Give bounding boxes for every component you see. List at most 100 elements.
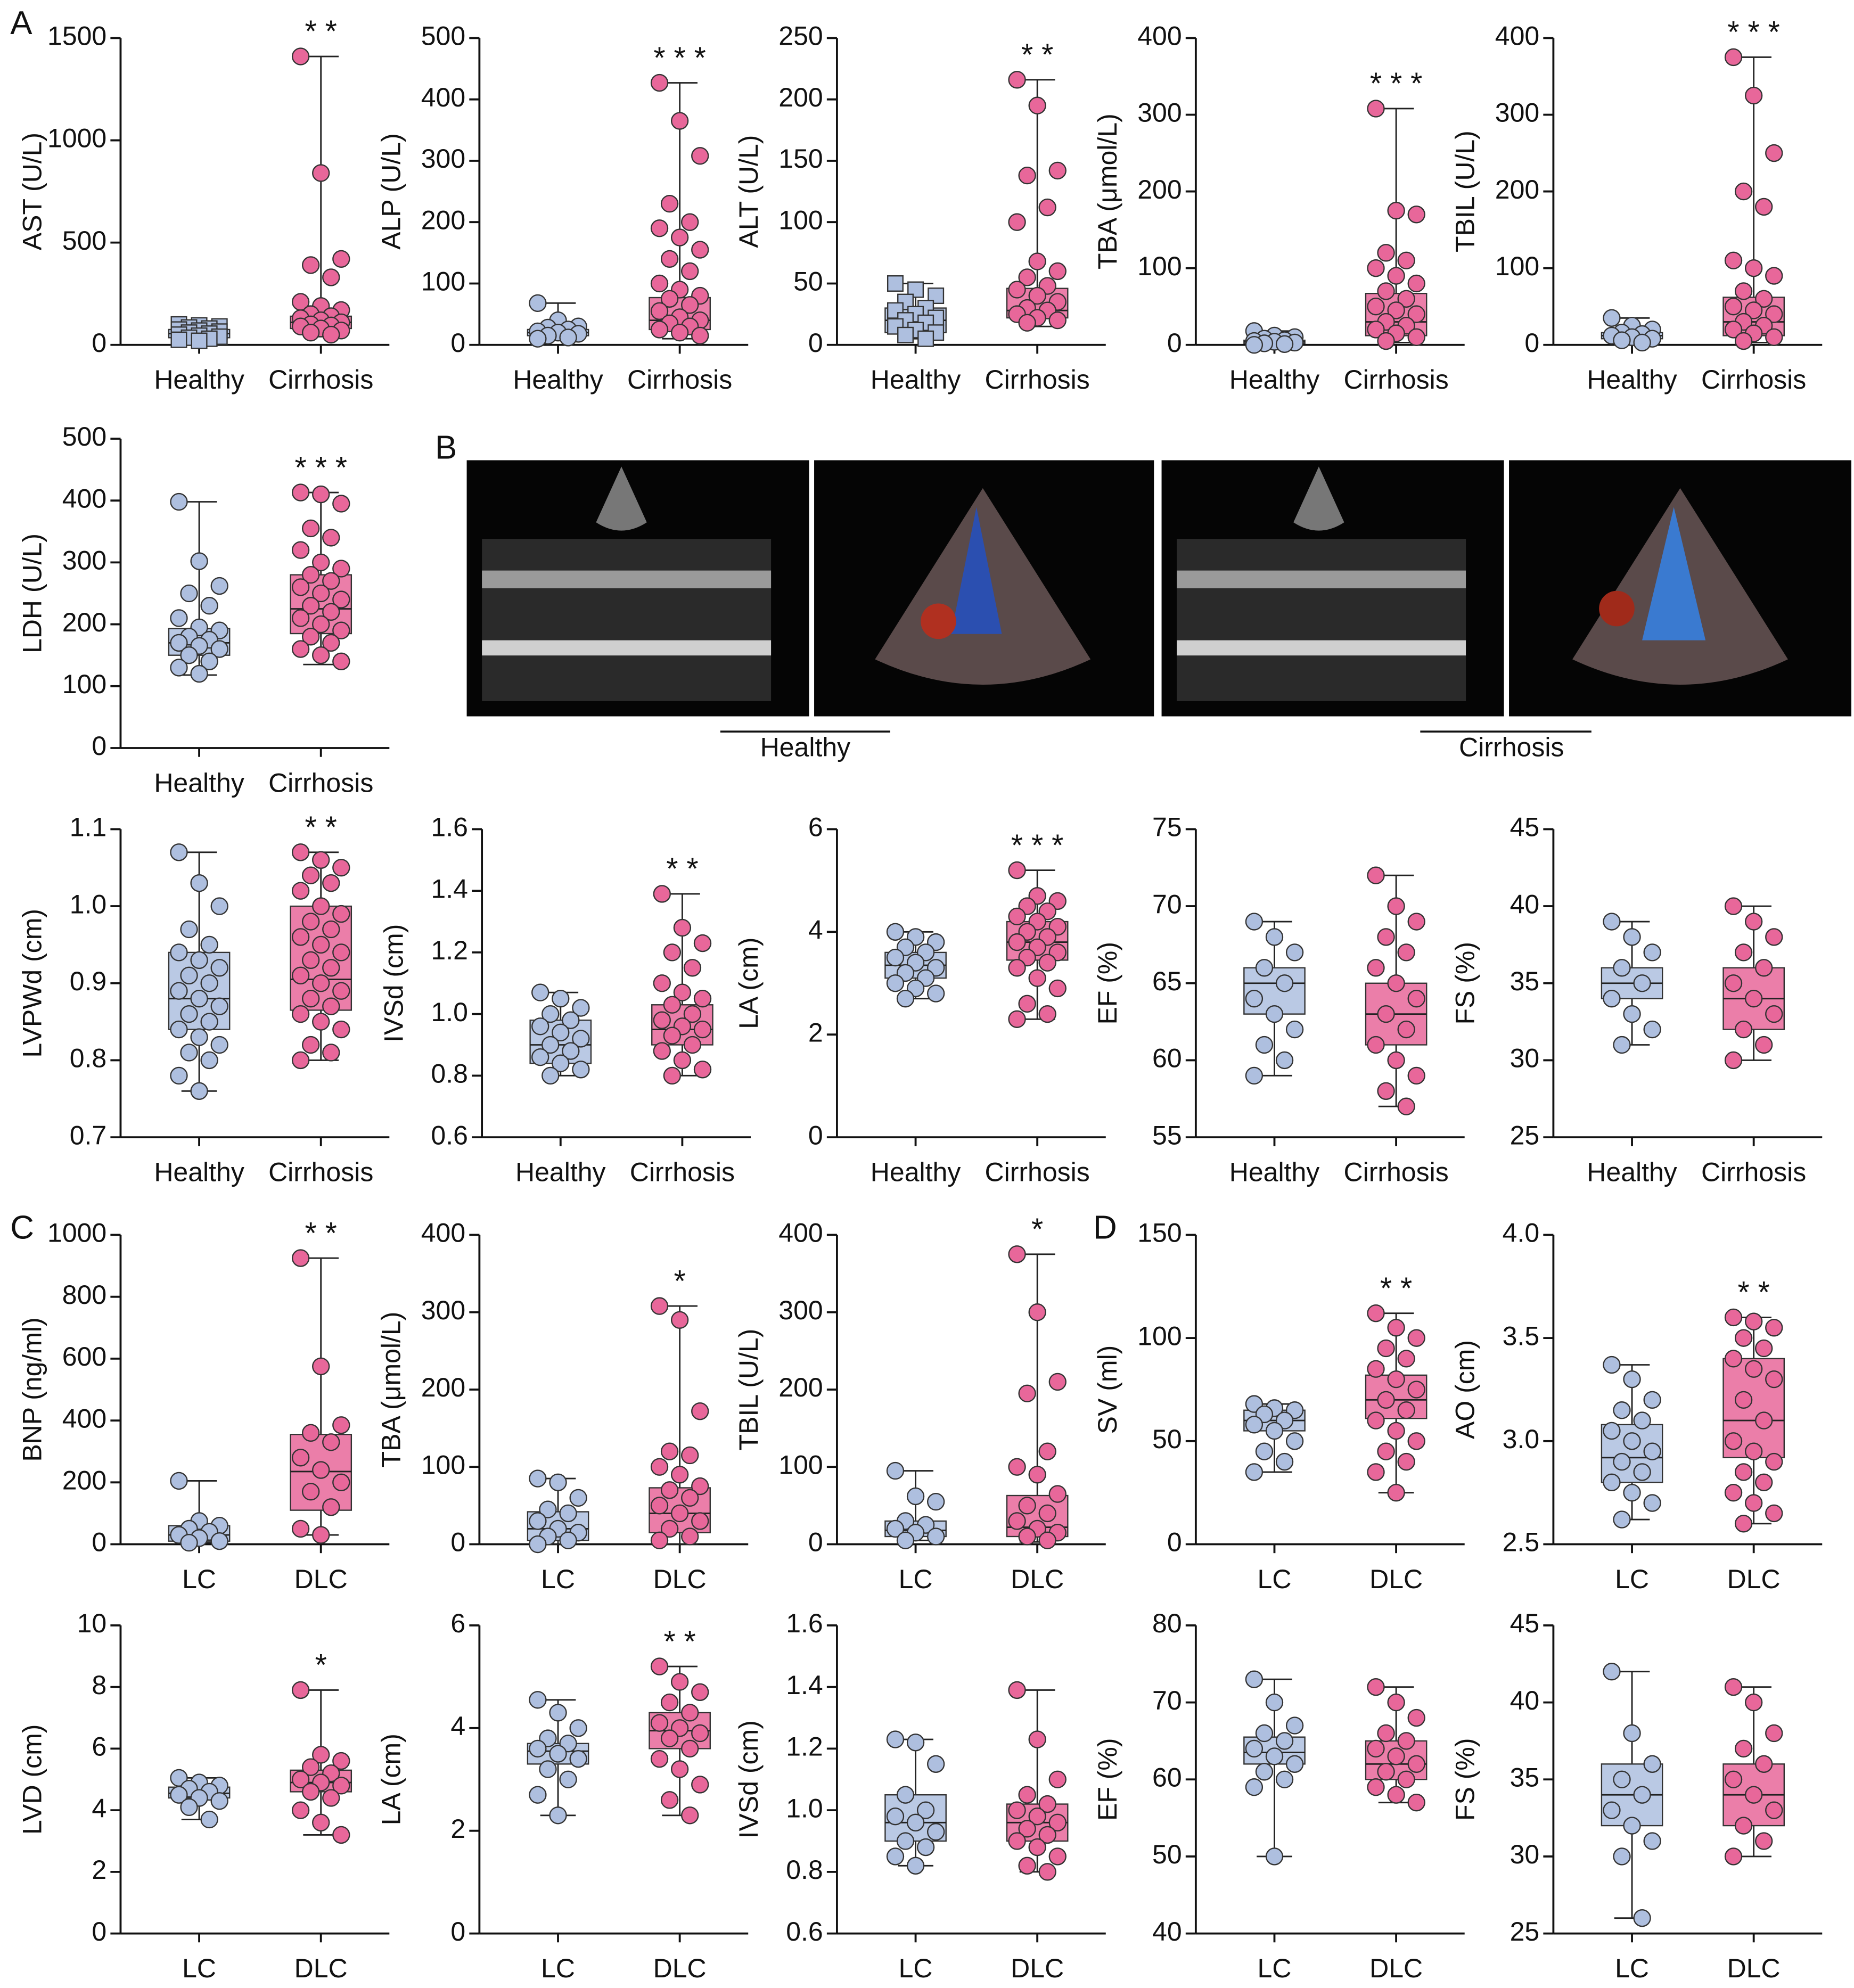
data-point xyxy=(301,565,320,584)
data-point xyxy=(1744,1786,1763,1804)
data-point xyxy=(663,996,682,1014)
x-tick-label: LC xyxy=(182,1564,216,1594)
data-point xyxy=(660,1481,679,1499)
data-point xyxy=(1038,1531,1056,1549)
data-point xyxy=(1613,1036,1631,1054)
data-point xyxy=(529,1739,547,1758)
x-tick-label: Healthy xyxy=(871,1157,961,1187)
data-point xyxy=(1285,1020,1304,1039)
data-point xyxy=(549,1745,567,1763)
y-tick-label: 25 xyxy=(1510,1120,1540,1150)
data-point xyxy=(1613,1510,1631,1529)
data-point xyxy=(906,1856,925,1875)
y-tick-label: 0 xyxy=(808,328,823,358)
data-point xyxy=(180,646,198,664)
data-point xyxy=(291,578,310,596)
x-tick-label: LC xyxy=(182,1953,216,1983)
data-point xyxy=(1734,282,1753,300)
data-point xyxy=(1623,1484,1641,1502)
data-point xyxy=(1367,1304,1385,1322)
data-point xyxy=(1048,161,1067,180)
data-point xyxy=(210,577,228,595)
data-point xyxy=(1724,1770,1743,1788)
data-point xyxy=(1613,331,1631,349)
data-point xyxy=(1643,1494,1661,1512)
data-point xyxy=(681,1806,699,1825)
data-point xyxy=(1407,1708,1425,1727)
y-tick-label: 200 xyxy=(421,1373,465,1402)
data-point xyxy=(1387,267,1405,285)
y-tick-label: 100 xyxy=(421,267,465,297)
data-point xyxy=(1724,298,1743,316)
data-point xyxy=(1407,1066,1425,1085)
data-point xyxy=(1755,1411,1773,1430)
chart: 0 200 400 600 800 1000 BNP (ng/ml) LC DLC * * xyxy=(18,1216,390,1594)
data-point xyxy=(322,325,340,344)
x-tick-label: LC xyxy=(899,1953,933,1983)
data-point xyxy=(332,1826,350,1844)
x-tick-label: Cirrhosis xyxy=(268,768,373,798)
data-point xyxy=(691,147,709,165)
y-tick-label: 100 xyxy=(778,1450,823,1480)
data-point xyxy=(312,1746,330,1764)
data-point xyxy=(1643,1391,1661,1409)
data-point xyxy=(529,330,547,348)
data-point xyxy=(1755,1755,1773,1773)
data-point xyxy=(531,1017,549,1036)
data-point xyxy=(180,1005,198,1023)
data-point xyxy=(190,1082,208,1100)
data-point xyxy=(1407,990,1425,1008)
data-point xyxy=(1744,301,1763,319)
y-tick-label: 0 xyxy=(450,1527,465,1557)
data-point xyxy=(906,1734,925,1752)
data-point xyxy=(896,990,915,1008)
data-point xyxy=(190,990,208,1008)
y-axis-label: EF (%) xyxy=(1093,1738,1122,1821)
data-point xyxy=(1724,1678,1743,1696)
data-point xyxy=(670,324,689,342)
y-tick-label: 100 xyxy=(1495,251,1539,281)
data-point xyxy=(673,918,692,937)
data-point xyxy=(1028,969,1046,987)
y-axis-label: TBA (μmol/L) xyxy=(1093,113,1122,269)
data-point xyxy=(332,1752,350,1770)
data-point xyxy=(681,296,699,314)
data-point xyxy=(210,640,228,658)
y-axis-label: IVSd (cm) xyxy=(379,924,408,1042)
y-tick-label: 2.5 xyxy=(1503,1527,1540,1557)
data-point xyxy=(1734,1391,1753,1409)
y-tick-label: 0 xyxy=(1167,328,1182,358)
data-point xyxy=(1724,1432,1743,1450)
data-point xyxy=(1038,1005,1056,1023)
data-point xyxy=(1407,274,1425,293)
data-point xyxy=(1275,335,1294,353)
y-tick-label: 500 xyxy=(62,422,106,451)
data-point xyxy=(312,1357,330,1376)
data-point xyxy=(1765,1724,1783,1743)
data-point xyxy=(1265,1847,1284,1866)
chart: 25 30 35 40 45 FS (%) Healthy Cirrhosis xyxy=(1450,812,1823,1187)
data-point xyxy=(1387,301,1405,319)
data-point xyxy=(886,923,905,941)
y-tick-label: 300 xyxy=(421,144,465,174)
significance: * * xyxy=(1737,1276,1769,1310)
y-tick-label: 100 xyxy=(778,205,823,235)
x-tick-label: Healthy xyxy=(1587,1157,1677,1187)
data-point xyxy=(200,597,218,615)
data-point xyxy=(1407,1329,1425,1347)
data-point xyxy=(663,1026,682,1045)
data-point xyxy=(1397,1452,1415,1471)
data-point xyxy=(529,1691,547,1709)
data-point xyxy=(1275,1770,1294,1788)
echo-detail xyxy=(1177,640,1466,656)
y-tick-label: 0.7 xyxy=(70,1120,107,1150)
y-tick-label: 200 xyxy=(1495,175,1539,204)
data-point xyxy=(1755,1036,1773,1054)
data-point xyxy=(1377,282,1395,300)
data-point xyxy=(1765,928,1783,946)
data-point xyxy=(1765,144,1783,162)
data-point xyxy=(691,1402,709,1420)
data-point xyxy=(322,1433,340,1451)
data-point xyxy=(650,1497,669,1515)
data-point xyxy=(1367,100,1385,118)
